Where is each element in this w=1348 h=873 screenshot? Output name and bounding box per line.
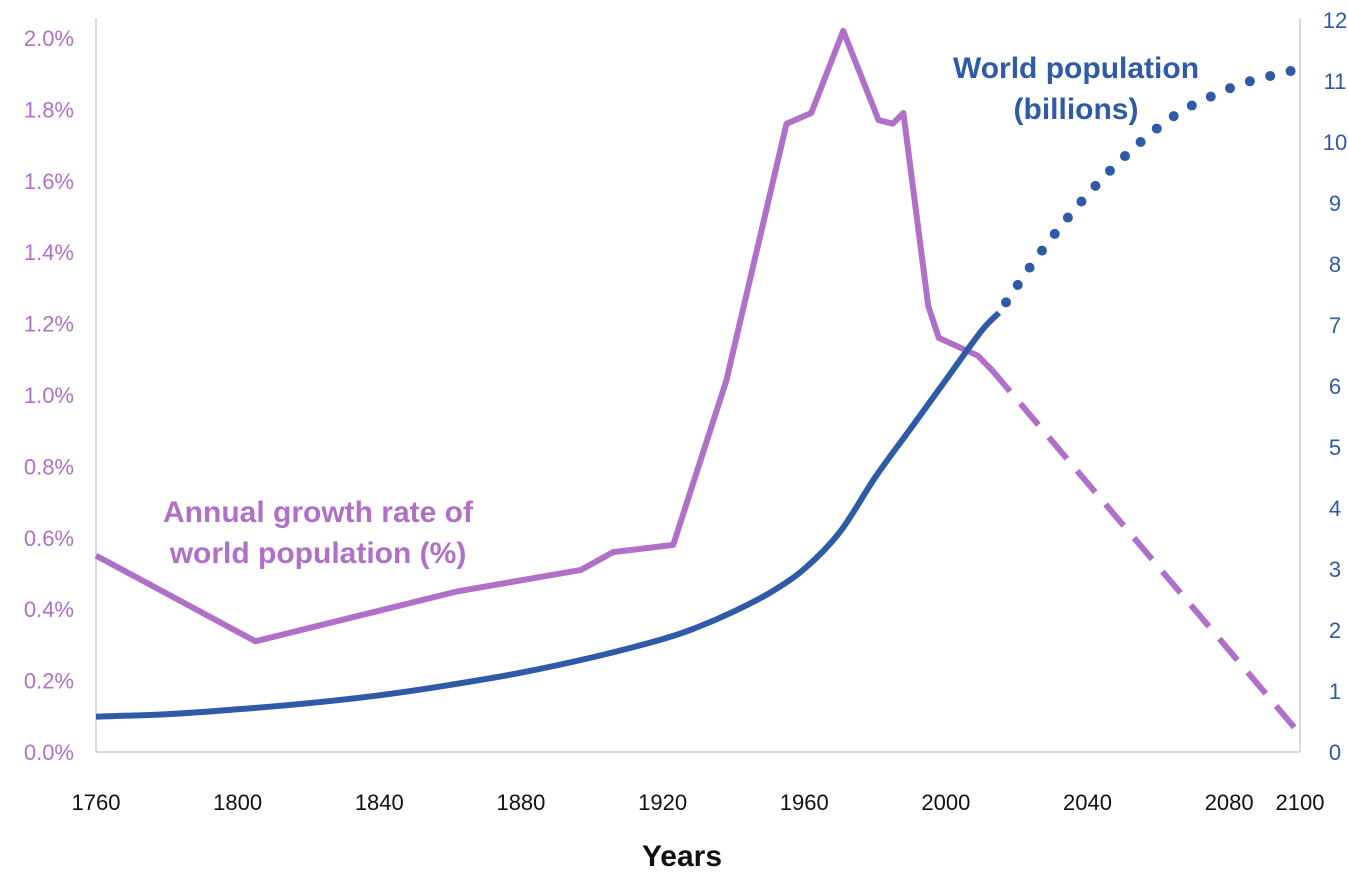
left-tick-label: 0.4% xyxy=(24,597,74,622)
left-tick-label: 0.2% xyxy=(24,669,74,694)
growth-annotation-line1: Annual growth rate of xyxy=(163,496,474,529)
x-tick-label: 2080 xyxy=(1205,790,1254,815)
population-projection-dot xyxy=(1001,297,1012,308)
x-axis-ticks: 1760 1800 1840 1880 1920 1960 2000 2040 2080 2100 xyxy=(72,790,1325,815)
left-tick-label: 1.4% xyxy=(24,240,74,265)
population-projection-dot xyxy=(1151,123,1162,134)
population-series-dotted xyxy=(1001,66,1296,308)
left-tick-label: 1.8% xyxy=(24,97,74,122)
right-tick-label: 5 xyxy=(1329,435,1341,460)
right-tick-label: 3 xyxy=(1329,557,1341,582)
growth-rate-line-dashed xyxy=(989,368,1303,737)
right-tick-label: 11 xyxy=(1324,69,1347,94)
population-projection-dot xyxy=(1076,196,1087,207)
population-projection-dot xyxy=(1205,91,1216,102)
population-projection-dot xyxy=(1120,151,1131,162)
x-tick-label: 1880 xyxy=(496,790,545,815)
right-tick-label: 6 xyxy=(1329,374,1341,399)
right-tick-label: 8 xyxy=(1329,252,1341,277)
population-series-solid xyxy=(95,310,1002,720)
population-projection-dot xyxy=(1244,76,1255,87)
population-annotation-line2: (billions) xyxy=(1014,93,1139,126)
growth-rate-series-solid xyxy=(94,27,995,645)
population-projection-dot xyxy=(1186,100,1197,111)
right-tick-label: 9 xyxy=(1329,191,1341,216)
right-tick-label: 10 xyxy=(1323,130,1347,155)
population-projection-dot xyxy=(1285,66,1296,77)
right-tick-label: 1 xyxy=(1329,679,1341,704)
x-tick-label: 1840 xyxy=(355,790,404,815)
x-tick-label: 1800 xyxy=(213,790,262,815)
left-tick-label: 2.0% xyxy=(24,26,74,51)
population-projection-dot xyxy=(1049,228,1060,239)
left-tick-label: 0.6% xyxy=(24,526,74,551)
population-projection-dot xyxy=(1024,262,1035,273)
growth-rate-series-dashed xyxy=(989,368,1303,737)
right-tick-label: 7 xyxy=(1329,313,1341,338)
left-tick-label: 1.6% xyxy=(24,169,74,194)
left-axis-ticks: 0.0% 0.2% 0.4% 0.6% 0.8% 1.0% 1.2% 1.4% 1.6% 1.8%… xyxy=(24,26,74,765)
axes-layer xyxy=(95,18,1301,753)
x-tick-label: 1960 xyxy=(780,790,829,815)
right-tick-label: 2 xyxy=(1329,618,1341,643)
population-projection-dot xyxy=(1036,245,1047,256)
population-annotation-line1: World population xyxy=(953,52,1199,85)
right-tick-label: 0 xyxy=(1329,740,1341,765)
population-projection-dot xyxy=(1168,111,1179,122)
population-projection-dot xyxy=(1225,83,1236,94)
x-tick-label: 2100 xyxy=(1276,790,1325,815)
left-tick-label: 0.0% xyxy=(24,740,74,765)
right-tick-label: 12 xyxy=(1323,8,1347,33)
x-tick-label: 1920 xyxy=(638,790,687,815)
growth-annotation-line2: world population (%) xyxy=(169,537,467,570)
population-projection-dot xyxy=(1104,165,1115,176)
x-tick-label: 1760 xyxy=(72,790,121,815)
population-projection-dot xyxy=(1265,70,1276,81)
left-tick-label: 0.8% xyxy=(24,454,74,479)
population-projection-dot xyxy=(1062,212,1073,223)
right-tick-label: 4 xyxy=(1329,496,1341,521)
x-tick-label: 2000 xyxy=(921,790,970,815)
x-tick-label: 2040 xyxy=(1063,790,1112,815)
population-projection-dot xyxy=(1090,180,1101,191)
population-projection-dot xyxy=(1135,136,1146,147)
series-layer xyxy=(94,27,1303,737)
left-tick-label: 1.2% xyxy=(24,312,74,337)
left-tick-label: 1.0% xyxy=(24,383,74,408)
x-axis-label: Years xyxy=(642,840,722,873)
population-line-solid xyxy=(95,310,1002,720)
population-projection-dot xyxy=(1012,279,1023,290)
growth-rate-line-solid xyxy=(94,27,995,645)
